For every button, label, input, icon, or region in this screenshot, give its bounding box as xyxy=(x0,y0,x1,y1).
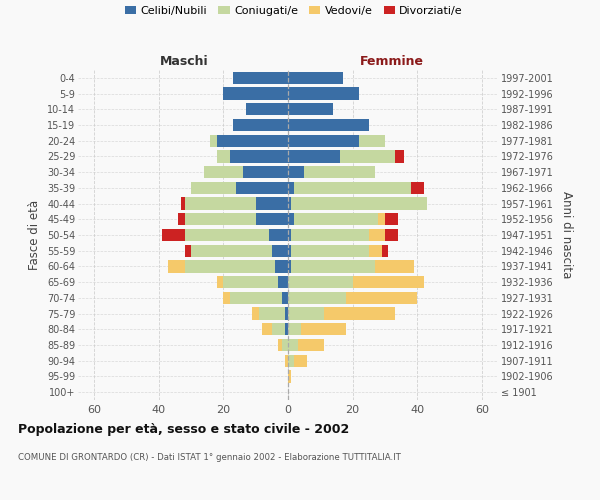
Bar xyxy=(256,198,288,209)
Bar xyxy=(162,229,185,241)
Bar xyxy=(359,134,385,147)
Text: Maschi: Maschi xyxy=(160,54,209,68)
Bar xyxy=(236,182,288,194)
Bar xyxy=(375,260,414,272)
Bar xyxy=(178,213,185,226)
Bar xyxy=(272,244,288,257)
Bar xyxy=(291,260,375,272)
Bar xyxy=(288,354,295,367)
Bar xyxy=(269,229,288,241)
Bar xyxy=(288,103,333,116)
Bar xyxy=(243,166,288,178)
Bar xyxy=(233,72,288,84)
Bar xyxy=(288,292,346,304)
Bar xyxy=(288,323,301,336)
Bar xyxy=(340,150,395,162)
Bar xyxy=(230,292,281,304)
Bar xyxy=(385,229,398,241)
Bar xyxy=(288,244,291,257)
Bar xyxy=(369,244,382,257)
Bar xyxy=(291,244,369,257)
Bar xyxy=(288,119,369,131)
Bar xyxy=(211,134,217,147)
Bar xyxy=(191,244,272,257)
Bar xyxy=(301,323,346,336)
Bar xyxy=(395,150,404,162)
Bar xyxy=(223,276,278,288)
Bar xyxy=(288,134,359,147)
Bar xyxy=(295,182,411,194)
Bar xyxy=(382,244,388,257)
Y-axis label: Anni di nascita: Anni di nascita xyxy=(560,192,573,278)
Bar xyxy=(223,292,230,304)
Text: COMUNE DI GRONTARDO (CR) - Dati ISTAT 1° gennaio 2002 - Elaborazione TUTTITALIA.: COMUNE DI GRONTARDO (CR) - Dati ISTAT 1°… xyxy=(18,452,401,462)
Bar xyxy=(288,229,291,241)
Bar xyxy=(288,150,340,162)
Y-axis label: Fasce di età: Fasce di età xyxy=(28,200,41,270)
Bar xyxy=(223,88,288,100)
Bar xyxy=(204,166,243,178)
Bar xyxy=(288,182,295,194)
Bar xyxy=(185,244,191,257)
Bar xyxy=(379,213,385,226)
Bar xyxy=(185,198,256,209)
Bar xyxy=(295,213,379,226)
Bar xyxy=(256,213,288,226)
Bar xyxy=(291,198,427,209)
Bar xyxy=(288,72,343,84)
Bar xyxy=(278,339,281,351)
Text: Popolazione per età, sesso e stato civile - 2002: Popolazione per età, sesso e stato civil… xyxy=(18,422,349,436)
Bar xyxy=(295,354,307,367)
Bar xyxy=(385,213,398,226)
Bar xyxy=(230,150,288,162)
Bar xyxy=(304,166,375,178)
Bar xyxy=(281,292,288,304)
Bar xyxy=(191,182,236,194)
Bar xyxy=(288,198,291,209)
Bar xyxy=(288,213,295,226)
Bar xyxy=(285,354,288,367)
Bar xyxy=(291,229,369,241)
Bar xyxy=(275,260,288,272)
Bar xyxy=(285,308,288,320)
Bar xyxy=(323,308,395,320)
Bar xyxy=(185,213,256,226)
Bar xyxy=(346,292,417,304)
Bar xyxy=(288,88,359,100)
Bar xyxy=(169,260,185,272)
Bar xyxy=(253,308,259,320)
Bar xyxy=(246,103,288,116)
Bar xyxy=(259,308,285,320)
Bar xyxy=(262,323,272,336)
Bar xyxy=(369,229,385,241)
Bar xyxy=(288,370,291,382)
Bar xyxy=(185,229,269,241)
Bar xyxy=(181,198,185,209)
Bar xyxy=(281,339,288,351)
Bar xyxy=(217,150,230,162)
Bar xyxy=(288,260,291,272)
Bar xyxy=(278,276,288,288)
Bar xyxy=(298,339,323,351)
Bar xyxy=(288,339,298,351)
Bar xyxy=(288,166,304,178)
Bar xyxy=(411,182,424,194)
Bar xyxy=(288,276,353,288)
Bar xyxy=(185,260,275,272)
Bar xyxy=(353,276,424,288)
Bar xyxy=(288,308,323,320)
Text: Femmine: Femmine xyxy=(359,54,424,68)
Bar xyxy=(217,276,223,288)
Bar xyxy=(217,134,288,147)
Bar xyxy=(285,323,288,336)
Legend: Celibi/Nubili, Coniugati/e, Vedovi/e, Divorziati/e: Celibi/Nubili, Coniugati/e, Vedovi/e, Di… xyxy=(125,6,463,16)
Bar xyxy=(233,119,288,131)
Bar xyxy=(272,323,285,336)
